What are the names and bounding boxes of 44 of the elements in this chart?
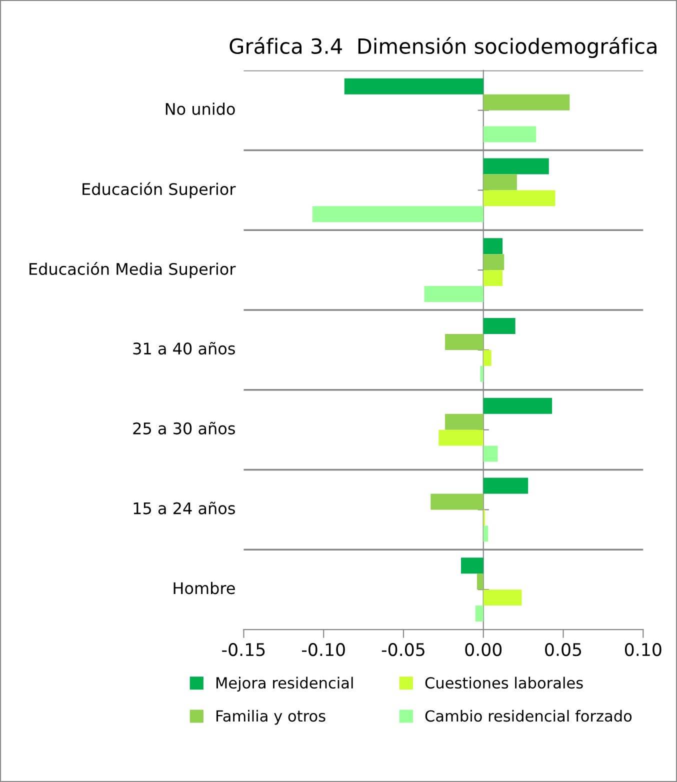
bar <box>483 398 552 414</box>
chart-title: Gráfica 3.4 Dimensión sociodemográfica <box>230 37 656 58</box>
bar <box>438 430 484 446</box>
legend-label: Cambio residencial forzado <box>425 710 632 722</box>
bar <box>483 526 488 542</box>
x-tick-label: 0.05 <box>545 643 582 656</box>
legend-label: Cuestiones laborales <box>425 676 583 689</box>
bar <box>461 558 484 574</box>
y-tick-label: 31 a 40 años <box>133 342 235 355</box>
x-tick-label: -0.15 <box>222 643 265 656</box>
bar <box>483 158 549 174</box>
legend-label: Mejora residencial <box>216 676 353 692</box>
bar <box>475 606 484 622</box>
bar <box>483 446 498 462</box>
bar <box>344 78 484 94</box>
bar <box>483 318 516 334</box>
x-tick-label: -0.10 <box>302 643 345 656</box>
bar <box>483 94 570 110</box>
legend-label: Familia y otros <box>216 710 326 725</box>
y-tick-label: Educación Superior <box>82 182 236 198</box>
bar <box>483 190 556 206</box>
y-tick-label: 15 a 24 años <box>134 502 235 514</box>
bar <box>483 478 528 494</box>
bar <box>476 574 484 590</box>
bar <box>312 206 484 222</box>
bar <box>445 334 484 350</box>
bar <box>430 494 484 510</box>
bar <box>480 366 484 382</box>
bar <box>483 174 517 190</box>
bar <box>483 350 492 366</box>
x-tick-label: -0.05 <box>382 643 424 656</box>
y-tick-label: 25 a 30 años <box>133 422 235 434</box>
bar <box>424 286 484 302</box>
bar <box>483 254 504 270</box>
y-tick-label: Hombre <box>174 582 235 594</box>
bar <box>483 238 503 254</box>
bar <box>445 414 484 430</box>
bar <box>483 126 536 142</box>
x-tick-label: 0.00 <box>465 643 502 656</box>
bar <box>483 590 522 606</box>
x-tick-label: 0.10 <box>624 643 662 656</box>
y-tick-label: No unido <box>166 102 235 115</box>
y-tick-label: Educación Media Superior <box>30 262 236 278</box>
bar <box>483 270 503 286</box>
